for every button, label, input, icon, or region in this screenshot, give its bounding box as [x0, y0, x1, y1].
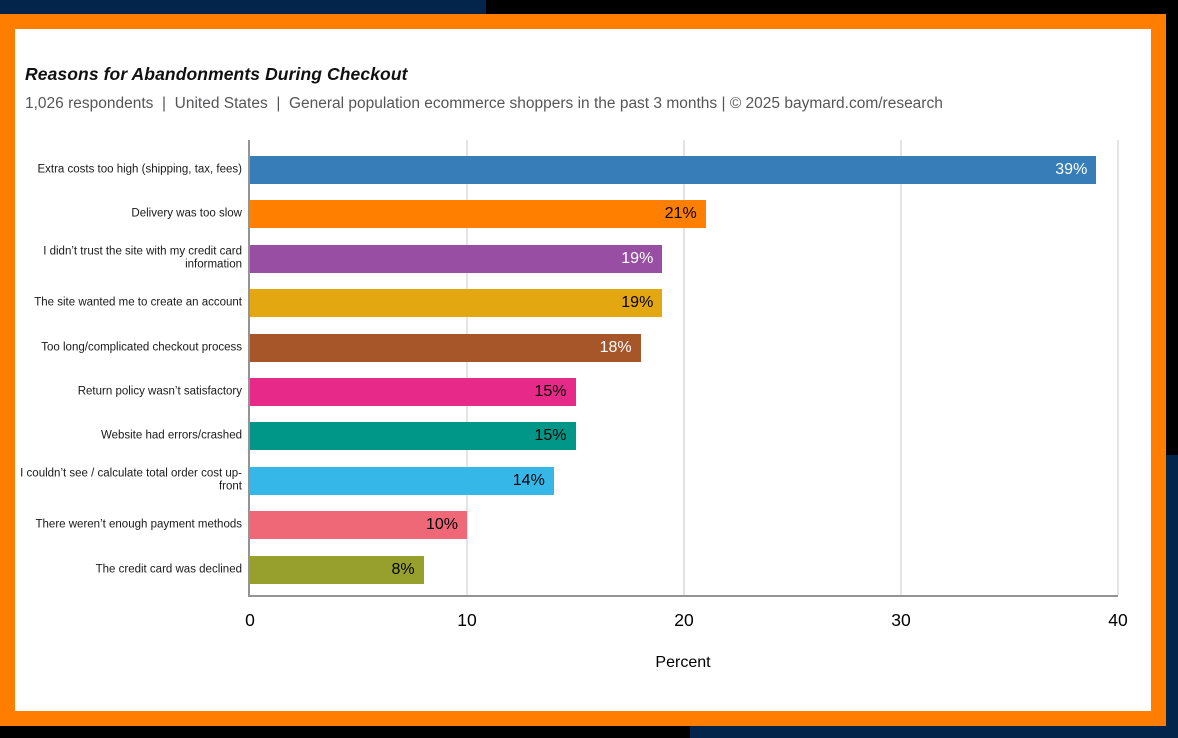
bar: 19% [250, 289, 663, 318]
bar-value-label: 19% [621, 249, 654, 267]
bar: 8% [250, 555, 424, 584]
bar-value-label: 39% [1055, 161, 1088, 178]
category-label: The site wanted me to create an account [34, 296, 242, 309]
chart-row: Delivery was too slow 21% [131, 200, 1118, 229]
x-tick-label: 0 [245, 610, 255, 630]
gridline-30 [900, 140, 902, 595]
bar-value-label: 14% [512, 471, 545, 489]
bar: 18% [250, 333, 641, 362]
category-label: There weren’t enough payment methods [35, 518, 242, 531]
x-tick-label: 30 [891, 610, 911, 630]
bar-value-label: 10% [425, 516, 458, 534]
right-strip-navy [1166, 455, 1178, 726]
chart-row: Too long/complicated checkout process 18% [41, 333, 1118, 362]
category-label: I didn’t trust the site with my credit c… [43, 245, 242, 271]
category-label: Too long/complicated checkout process [41, 340, 242, 353]
category-label: I couldn’t see / calculate total order c… [20, 467, 242, 493]
category-label: Return policy wasn’t satisfactory [77, 385, 242, 398]
chart-card: Reasons for Abandonments During Checkout… [15, 29, 1151, 711]
bar: 15% [250, 378, 576, 406]
x-tick-label: 10 [457, 610, 477, 630]
chart-row: The site wanted me to create an account 1… [34, 289, 1118, 318]
chart-row: Website had errors/crashed 15% [101, 422, 1118, 451]
chart-row: I couldn’t see / calculate total order c… [20, 466, 1118, 495]
chart-row: I didn’t trust the site with my credit c… [43, 244, 1118, 273]
chart-subtitle: 1,026 respondents | United States | Gene… [25, 95, 943, 112]
bar: 14% [250, 466, 554, 495]
bar-value-label: 18% [599, 338, 632, 356]
orange-frame: Reasons for Abandonments During Checkout… [0, 14, 1166, 726]
bar-value-label: 21% [664, 205, 697, 223]
x-tick-label: 40 [1108, 610, 1128, 630]
bar-value-label: 15% [534, 383, 567, 400]
gridline-10 [466, 140, 468, 595]
chart-title: Reasons for Abandonments During Checkout [25, 64, 408, 84]
chart-row: Return policy wasn’t satisfactory 15% [78, 378, 1118, 406]
bar-value-label: 19% [621, 294, 654, 312]
x-tick-label: 20 [674, 610, 694, 630]
bottom-strip-navy [690, 726, 1178, 738]
category-label: Delivery was too slow [131, 207, 242, 220]
category-label: Website had errors/crashed [100, 429, 242, 442]
plot-area: Extra costs too high (shipping, tax, fee… [20, 140, 1128, 630]
bar-value-label: 8% [391, 560, 415, 578]
category-label: The credit card was declined [95, 562, 242, 575]
bar: 39% [250, 156, 1097, 184]
bar: 21% [250, 200, 706, 229]
gridline-20 [683, 140, 685, 595]
category-label: Extra costs too high (shipping, tax, fee… [37, 163, 242, 176]
bar: 10% [250, 511, 467, 540]
bar: 15% [250, 422, 576, 451]
gridline-40 [1117, 140, 1119, 595]
chart-row: Extra costs too high (shipping, tax, fee… [37, 156, 1118, 184]
chart-row: There weren’t enough payment methods 10% [36, 511, 1118, 540]
bar: 19% [250, 244, 663, 273]
top-strip-navy [0, 0, 486, 14]
bar-value-label: 15% [534, 427, 567, 445]
chart-row: The credit card was declined 8% [96, 555, 1118, 584]
x-axis-label: Percent [655, 654, 711, 671]
